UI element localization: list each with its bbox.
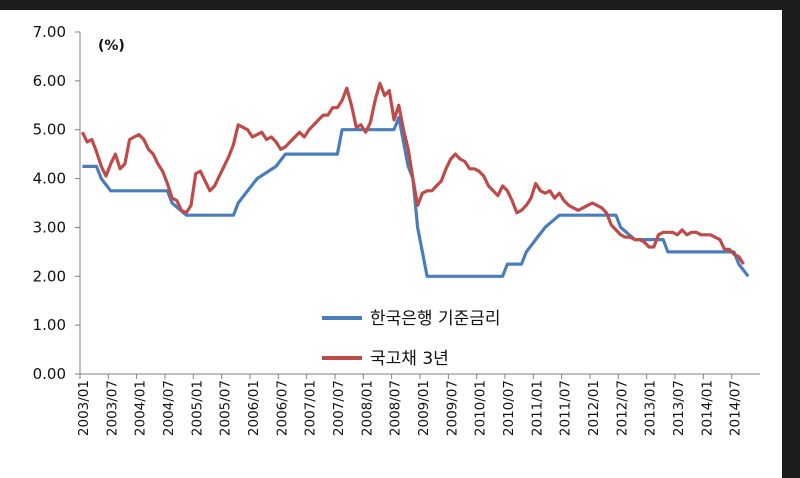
y-axis-ticks: 0.00 1.00 2.00 3.00 4.00 5.00 6.00 7.00 — [33, 23, 80, 383]
x-tick-label: 2008/01 — [359, 380, 375, 436]
x-tick-label: 2009/01 — [416, 380, 432, 436]
series-line-2 — [80, 81, 745, 265]
x-tick-label: 2004/07 — [161, 380, 177, 436]
x-tick-label: 2005/07 — [218, 380, 234, 436]
x-tick-label: 2010/07 — [501, 380, 517, 436]
x-tick-label: 2003/07 — [104, 380, 120, 436]
x-tick-label: 2003/01 — [76, 380, 92, 436]
y-tick-label: 7.00 — [33, 23, 66, 41]
y-tick-label: 0.00 — [33, 365, 66, 383]
x-tick-label: 2007/01 — [303, 380, 319, 436]
y-tick-label: 5.00 — [33, 121, 66, 139]
y-tick-label: 1.00 — [33, 316, 66, 334]
y-tick-label: 6.00 — [33, 72, 66, 90]
legend-label-1: 한국은행 기준금리 — [370, 309, 501, 329]
x-tick-label: 2008/07 — [388, 380, 404, 436]
x-tick-label: 2005/01 — [189, 380, 205, 436]
y-tick-label: 3.00 — [33, 218, 66, 236]
x-tick-label: 2014/01 — [699, 380, 715, 436]
x-tick-label: 2013/07 — [671, 380, 687, 436]
x-tick-label: 2006/01 — [246, 380, 262, 436]
chart-panel: 0.00 1.00 2.00 3.00 4.00 5.00 6.00 7.00 2003/01… — [0, 10, 782, 478]
x-tick-label: 2010/01 — [473, 380, 489, 436]
legend-label-2: 국고채 3년 — [370, 349, 449, 369]
x-tick-label: 2012/07 — [614, 380, 630, 436]
x-tick-label: 2004/01 — [133, 380, 149, 436]
line-chart: 0.00 1.00 2.00 3.00 4.00 5.00 6.00 7.00 2003/01… — [33, 23, 760, 436]
series-lines — [80, 81, 750, 278]
x-axis-ticks: 2003/01 2003/07 2004/01 2004/07 2005/01 2005/… — [76, 374, 744, 436]
x-tick-label: 2014/07 — [728, 380, 744, 436]
x-tick-label: 2011/01 — [529, 380, 545, 436]
x-tick-label: 2013/01 — [643, 380, 659, 436]
x-tick-label: 2007/07 — [331, 380, 347, 436]
x-tick-label: 2006/07 — [274, 380, 290, 436]
x-tick-label: 2011/07 — [558, 380, 574, 436]
unit-label: (%) — [98, 38, 125, 54]
x-tick-label: 2009/07 — [444, 380, 460, 436]
y-tick-label: 2.00 — [33, 267, 66, 285]
y-tick-label: 4.00 — [33, 170, 66, 188]
x-tick-label: 2012/01 — [586, 380, 602, 436]
